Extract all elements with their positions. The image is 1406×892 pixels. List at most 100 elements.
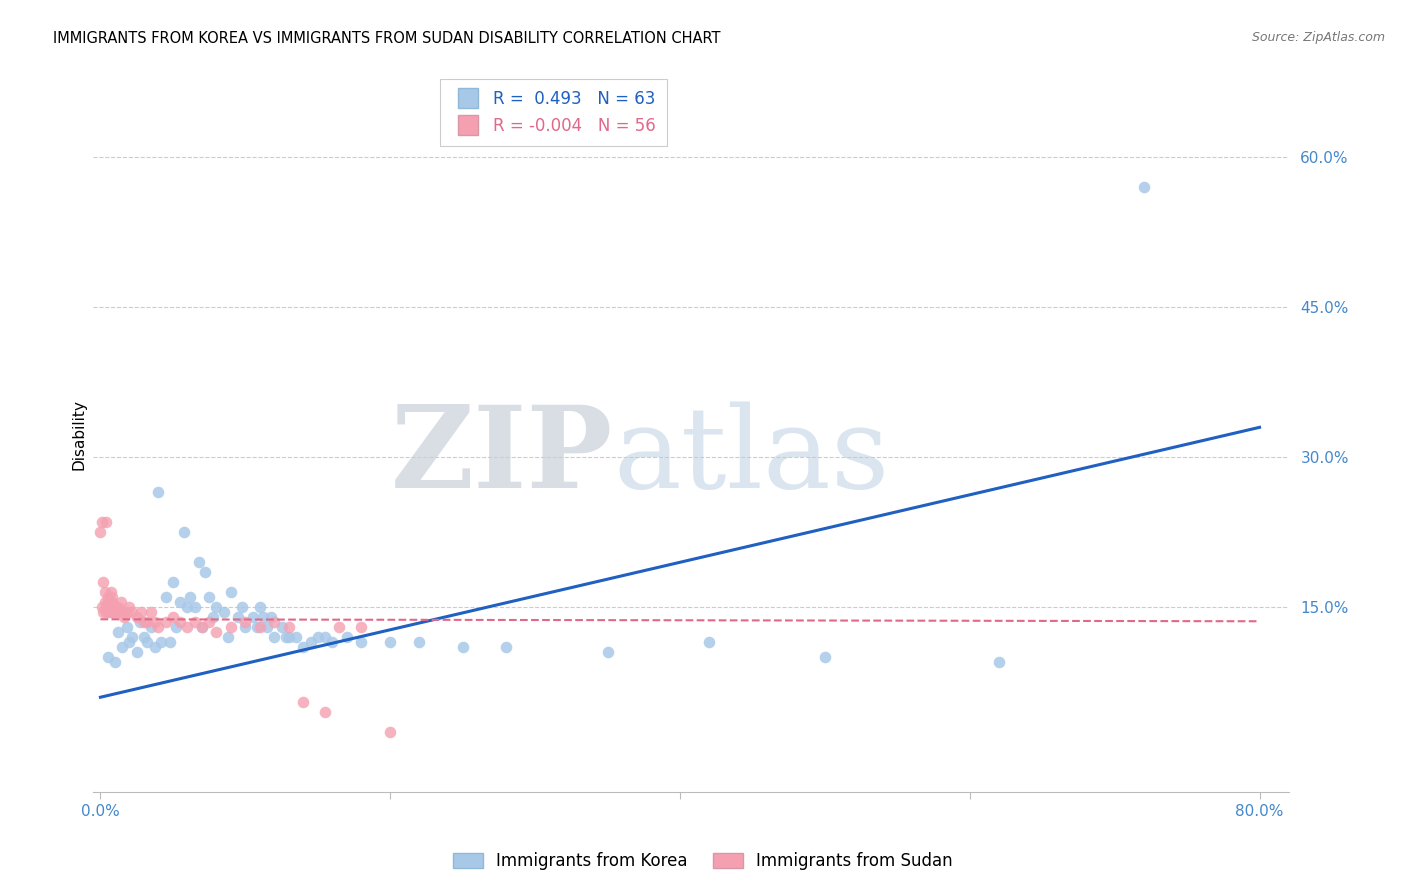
Point (1132, 180, 1154, 194)
Text: Source: ZipAtlas.com: Source: ZipAtlas.com (1251, 31, 1385, 45)
Point (336, 630, 359, 644)
Point (198, 615, 221, 630)
Point (314, 630, 336, 644)
Point (188, 555, 211, 569)
Point (169, 615, 191, 630)
Point (159, 635, 181, 649)
Point (94, 585, 117, 599)
Text: ZIP: ZIP (391, 401, 613, 512)
Point (148, 485, 170, 500)
Point (205, 600, 228, 615)
Point (169, 595, 191, 609)
Point (101, 595, 124, 609)
Point (183, 615, 205, 630)
Point (97, 595, 120, 609)
Point (246, 620, 269, 634)
Point (233, 620, 256, 634)
Point (100, 605, 122, 619)
Point (139, 620, 162, 634)
Point (179, 591, 201, 605)
Point (110, 595, 132, 609)
Point (103, 600, 125, 615)
Point (263, 615, 285, 630)
Point (162, 610, 184, 624)
Point (132, 615, 155, 630)
Point (202, 610, 225, 624)
Point (596, 645, 619, 659)
Point (173, 525, 195, 540)
Point (108, 605, 131, 619)
Point (118, 600, 141, 615)
Point (321, 635, 343, 649)
Point (285, 630, 308, 644)
Point (91, 575, 114, 590)
Point (96, 516, 118, 530)
Point (270, 620, 292, 634)
Point (231, 600, 253, 615)
Point (115, 620, 138, 634)
Point (274, 630, 297, 644)
Point (217, 630, 239, 644)
Point (128, 615, 150, 630)
Point (101, 591, 124, 605)
Point (314, 705, 336, 719)
Point (155, 615, 177, 630)
Point (107, 625, 129, 640)
Point (219, 585, 242, 599)
Point (105, 605, 128, 619)
Point (118, 635, 141, 649)
Point (219, 620, 242, 634)
Point (194, 566, 217, 580)
Point (380, 725, 402, 739)
Point (176, 620, 198, 634)
Text: atlas: atlas (613, 401, 890, 511)
Point (104, 605, 127, 619)
Point (249, 620, 271, 634)
Point (111, 605, 134, 619)
Point (98, 595, 121, 609)
Point (495, 640, 517, 655)
Point (183, 600, 205, 615)
Text: IMMIGRANTS FROM KOREA VS IMMIGRANTS FROM SUDAN DISABILITY CORRELATION CHART: IMMIGRANTS FROM KOREA VS IMMIGRANTS FROM… (53, 31, 721, 46)
Point (112, 610, 135, 624)
Point (97, 650, 120, 665)
Point (233, 615, 256, 630)
Point (277, 630, 299, 644)
Point (145, 615, 167, 630)
Point (328, 620, 350, 634)
Point (451, 640, 474, 655)
Point (150, 635, 173, 649)
Point (135, 635, 157, 649)
Point (97, 605, 120, 619)
Point (98, 600, 121, 615)
Point (148, 620, 170, 634)
Point (97, 591, 120, 605)
Point (96, 605, 118, 619)
Point (121, 605, 143, 619)
Y-axis label: Disability: Disability (72, 400, 86, 470)
Point (260, 610, 283, 624)
Point (408, 635, 430, 649)
Point (277, 620, 299, 634)
Point (94, 595, 117, 609)
Point (129, 605, 152, 619)
Point (100, 585, 122, 599)
Point (191, 620, 214, 634)
Point (104, 655, 127, 669)
Point (107, 600, 129, 615)
Point (226, 610, 249, 624)
Point (350, 635, 373, 649)
Point (299, 635, 322, 649)
Point (90, 516, 112, 530)
Point (212, 605, 235, 619)
Point (155, 591, 177, 605)
Point (139, 605, 162, 619)
Point (198, 591, 221, 605)
Point (191, 620, 214, 634)
Point (292, 640, 315, 655)
Point (135, 615, 157, 630)
Point (89, 525, 111, 540)
Point (263, 630, 285, 644)
Point (125, 610, 148, 624)
Point (256, 620, 278, 634)
